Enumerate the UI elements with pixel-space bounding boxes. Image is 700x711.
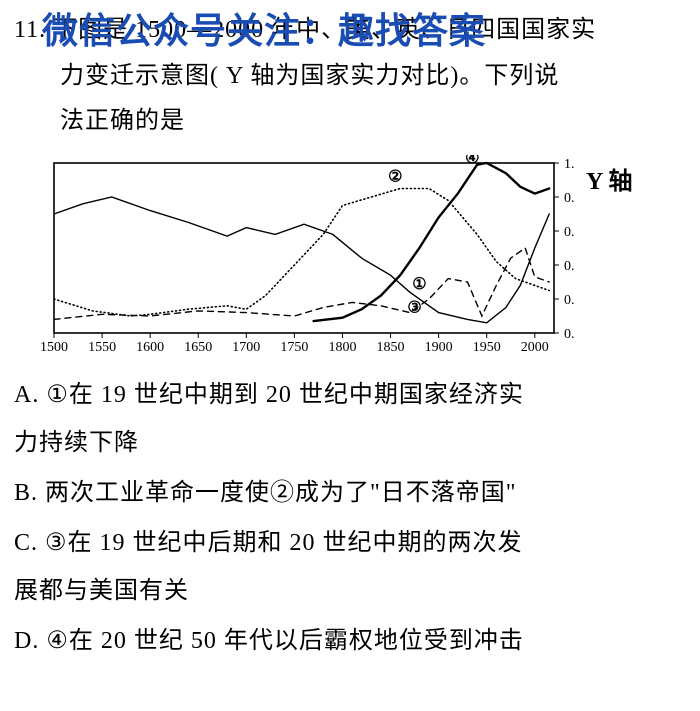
svg-text:1800: 1800 [328,340,356,355]
svg-text:①: ① [412,276,426,293]
y-axis-label: Y 轴 [586,161,632,196]
q-line2: 力变迁示意图( Y 轴为国家实力对比)。下列说 [60,54,559,100]
svg-text:1850: 1850 [377,340,405,355]
svg-text:1500: 1500 [40,340,68,355]
q-line3: 法正确的是 [60,99,185,145]
chart-area: 0.0 0.2 0.4 0.6 0.8 1.0 1500 1550 1600 1650 1700 17… [34,155,686,365]
svg-text:②: ② [388,168,402,185]
svg-text:2000: 2000 [521,340,549,355]
svg-text:1.0: 1.0 [564,157,574,172]
svg-text:1950: 1950 [473,340,501,355]
option-b: B. 两次工业革命一度使②成为了"日不落帝国" [14,469,686,517]
svg-text:④: ④ [465,155,479,167]
svg-text:0.4: 0.4 [564,259,574,274]
svg-text:③: ③ [407,299,421,316]
svg-text:1600: 1600 [136,340,164,355]
svg-text:1900: 1900 [425,340,453,355]
option-d: D. ④在 20 世纪 50 年代以后霸权地位受到冲击 [14,617,686,665]
svg-text:0.8: 0.8 [564,191,574,206]
svg-text:1700: 1700 [232,340,260,355]
svg-text:0.2: 0.2 [564,293,574,308]
svg-text:1750: 1750 [280,340,308,355]
svg-text:0.6: 0.6 [564,225,574,240]
option-a: A. ①在 19 世纪中期到 20 世纪中期国家经济实 力持续下降 [14,371,686,467]
options-block: A. ①在 19 世纪中期到 20 世纪中期国家经济实 力持续下降 B. 两次工… [14,371,686,665]
line-chart: 0.0 0.2 0.4 0.6 0.8 1.0 1500 1550 1600 1650 1700 17… [34,155,574,365]
svg-text:0.0: 0.0 [564,327,574,342]
watermark-text: 微信公众号关注：趣找答案 [42,2,486,54]
option-c: C. ③在 19 世纪中后期和 20 世纪中期的两次发 展都与美国有关 [14,519,686,615]
svg-text:1650: 1650 [184,340,212,355]
svg-text:1550: 1550 [88,340,116,355]
